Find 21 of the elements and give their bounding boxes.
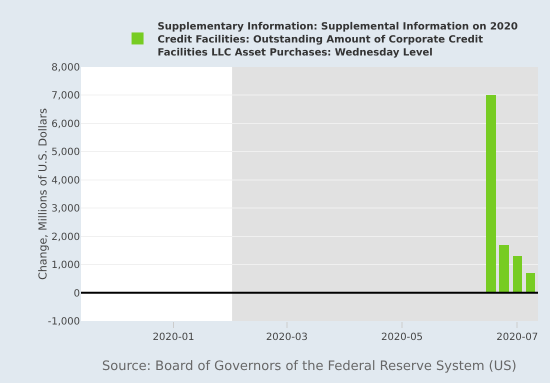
- legend-label: Supplementary Information: Supplemental Information on 2020 Credit Facilities: Outstanding Amount of Corporate Credit Facilities LLC Asset Purchases: Wednesday Level: [158, 21, 518, 58]
- x-tick-label: 2020-01: [152, 332, 194, 343]
- x-tick-label: 2020-07: [496, 332, 538, 343]
- bar: [499, 245, 509, 293]
- y-tick-label: 3,000: [51, 204, 80, 215]
- y-tick-label: -1,000: [48, 316, 80, 328]
- bar: [513, 256, 522, 293]
- bar: [486, 95, 496, 293]
- y-tick-label: 1,000: [51, 260, 80, 272]
- y-tick-label: 8,000: [51, 62, 80, 74]
- y-tick-label: 4,000: [51, 175, 80, 186]
- y-axis-title: Change, Millions of U.S. Dollars: [36, 108, 50, 280]
- x-tick-label: 2020-05: [381, 332, 423, 343]
- x-tick-label: 2020-03: [266, 332, 308, 343]
- bar: [526, 273, 535, 293]
- y-tick-label: 6,000: [51, 118, 80, 130]
- y-tick-label: 2,000: [51, 232, 80, 243]
- y-tick-label: 5,000: [51, 147, 80, 158]
- y-tick-label: 7,000: [51, 90, 80, 102]
- y-tick-label: 0: [74, 288, 80, 300]
- source-note: Source: Board of Governors of the Federal Reserve System (US): [102, 359, 517, 374]
